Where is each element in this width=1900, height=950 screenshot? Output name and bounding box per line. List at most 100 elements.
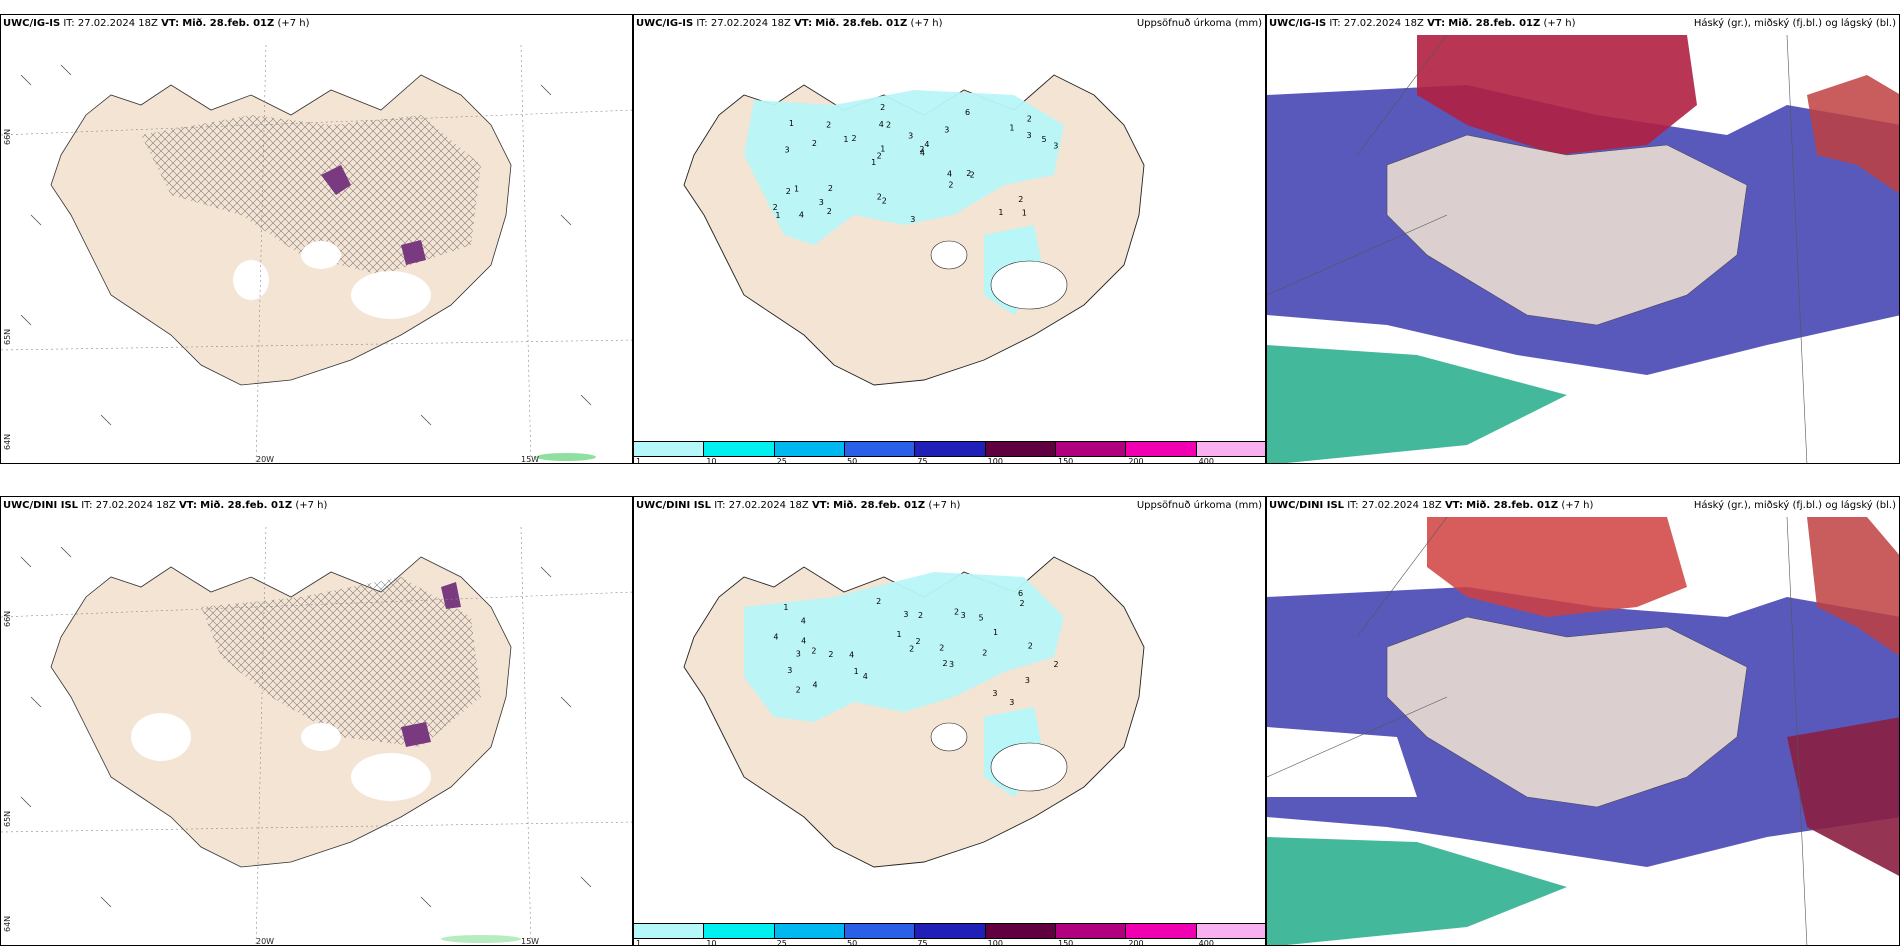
iceland-cloud-map	[1267, 34, 1899, 463]
it-label: IT:	[1347, 500, 1359, 511]
precip-value-label: 2	[773, 203, 778, 212]
it-label: IT:	[81, 500, 93, 511]
it-label: IT:	[1329, 18, 1341, 29]
precip-value-label: 3	[1025, 676, 1030, 685]
precip-value-label: 2	[852, 134, 857, 143]
precip-map-panel-bottom: UWC/DINI ISL IT: 27.02.2024 18Z VT: Mið.…	[633, 496, 1266, 946]
cloud-map-panel-top: UWC/IG-IS IT: 27.02.2024 18Z VT: Mið. 28…	[1266, 14, 1900, 464]
cloud-low-layer	[1267, 837, 1567, 945]
cloud-title: Háský (gr.), miðský (fj.bl.) og lágský (…	[1693, 18, 1896, 29]
precip-value-label: 2	[1027, 115, 1032, 124]
precip-title: Uppsöfnuð úrkoma (mm)	[1136, 18, 1262, 29]
precip-value-label: 1	[783, 603, 788, 612]
colorbar-segment	[845, 441, 916, 457]
colorbar-tick-label: 50	[847, 939, 858, 946]
it-value: 27.02.2024 18Z	[1361, 500, 1442, 511]
precip-value-label: 2	[943, 659, 948, 668]
lat-label-64n: 64N	[3, 915, 12, 932]
panel-header: UWC/IG-IS IT: 27.02.2024 18Z VT: Mið. 28…	[636, 18, 943, 29]
cloud-high-layer-southeast	[1787, 717, 1899, 876]
precip-value-label: 1	[993, 628, 998, 637]
colorbar-tick-label: 25	[776, 457, 787, 464]
colorbar-segment	[704, 441, 775, 457]
precip-value-label: 2	[877, 152, 882, 161]
precip-value-label: 1	[794, 185, 799, 194]
precip-value-label: 2	[886, 120, 891, 129]
precip-value-label: 4	[920, 148, 925, 157]
iceland-cloud-map	[1267, 516, 1899, 945]
lat-label-65n: 65N	[3, 810, 12, 827]
colorbar-segment	[1126, 923, 1197, 939]
colorbar-segment	[774, 441, 845, 457]
colorbar-segment	[915, 441, 986, 457]
iceland-wind-map	[1, 526, 632, 945]
cloud-low-layer	[1267, 345, 1567, 463]
it-label: IT:	[63, 18, 75, 29]
precip-value-label: 1	[871, 158, 876, 167]
vt-label: VT:	[161, 18, 180, 29]
it-value: 27.02.2024 18Z	[728, 500, 809, 511]
precip-value-label: 4	[801, 617, 806, 626]
colorbar-segment	[985, 923, 1056, 939]
model-name: UWC/IG-IS	[3, 18, 61, 29]
vt-value: Mið. 28.feb. 01Z	[815, 18, 908, 29]
lon-label-15w: 15W	[521, 455, 540, 464]
colorbar-tick-label: 200	[1128, 939, 1144, 946]
precip-value-label: 5	[979, 613, 984, 622]
precip-value-label: 2	[1028, 642, 1033, 651]
iceland-precip-map: 1321344312232421234322126212231222521242…	[683, 74, 1145, 386]
precip-value-label: 6	[1018, 589, 1023, 598]
precip-value-label: 2	[919, 145, 924, 154]
precip-value-label: 4	[947, 170, 952, 179]
lead-time: (+7 h)	[928, 500, 961, 511]
precip-number-labels: 1321344312232421234322126212231222521242…	[773, 103, 1059, 224]
colorbar-tick-label: 50	[847, 457, 858, 464]
vt-label: VT:	[794, 18, 813, 29]
precip-value-label: 1	[775, 211, 780, 220]
precip-value-label: 1	[897, 630, 902, 639]
precip-value-label: 3	[796, 649, 801, 658]
colorbar-segment	[634, 923, 705, 939]
precip-value-label: 2	[812, 139, 817, 148]
model-name: UWC/DINI ISL	[636, 500, 712, 511]
colorbar-segment	[845, 923, 916, 939]
panel-header: UWC/IG-IS IT: 27.02.2024 18Z VT: Mið. 28…	[1269, 18, 1576, 29]
precip-value-label: 1	[843, 135, 848, 144]
precip-value-label: 2	[982, 649, 987, 658]
precip-value-label: 2	[909, 645, 914, 654]
colorbar-tick-label: 1	[636, 457, 642, 464]
iceland-wind-map	[1, 44, 632, 463]
precip-value-label: 4	[924, 140, 929, 149]
precip-value-label: 3	[903, 610, 908, 619]
precip-value-label: 2	[970, 170, 975, 179]
colorbar-segment	[1126, 441, 1197, 457]
colorbar-tick-label: 75	[917, 457, 928, 464]
colorbar-segment	[634, 441, 705, 457]
precip-value-label: 2	[828, 650, 833, 659]
colorbar-tick-label: 400	[1198, 939, 1214, 946]
precip-value-label: 1	[854, 667, 859, 676]
precip-value-label: 2	[939, 644, 944, 653]
precip-value-label: 3	[785, 145, 790, 154]
lat-label-64n: 64N	[3, 433, 12, 450]
colorbar-segment	[1056, 923, 1127, 939]
precip-value-label: 2	[1054, 660, 1059, 669]
precip-value-label: 2	[882, 197, 887, 206]
cloud-high-layer	[1427, 517, 1687, 617]
precip-value-label: 2	[786, 187, 791, 196]
colorbar-tick-label: 75	[917, 939, 928, 946]
it-value: 27.02.2024 18Z	[710, 18, 791, 29]
iceland-landmass	[1386, 134, 1748, 326]
colorbar-segment	[915, 923, 986, 939]
precip-area	[744, 572, 1064, 722]
panel-header: UWC/DINI ISL IT: 27.02.2024 18Z VT: Mið.…	[636, 500, 960, 511]
vt-value: Mið. 28.feb. 01Z	[182, 18, 275, 29]
vt-label: VT:	[1444, 500, 1463, 511]
precip-value-label: 2	[796, 686, 801, 695]
colorbar-frame	[634, 923, 1265, 939]
precip-map-panel-top: UWC/IG-IS IT: 27.02.2024 18Z VT: Mið. 28…	[633, 14, 1266, 464]
precip-value-label: 3	[908, 132, 913, 141]
precip-value-label: 3	[992, 689, 997, 698]
precip-value-label: 5	[1042, 135, 1047, 144]
